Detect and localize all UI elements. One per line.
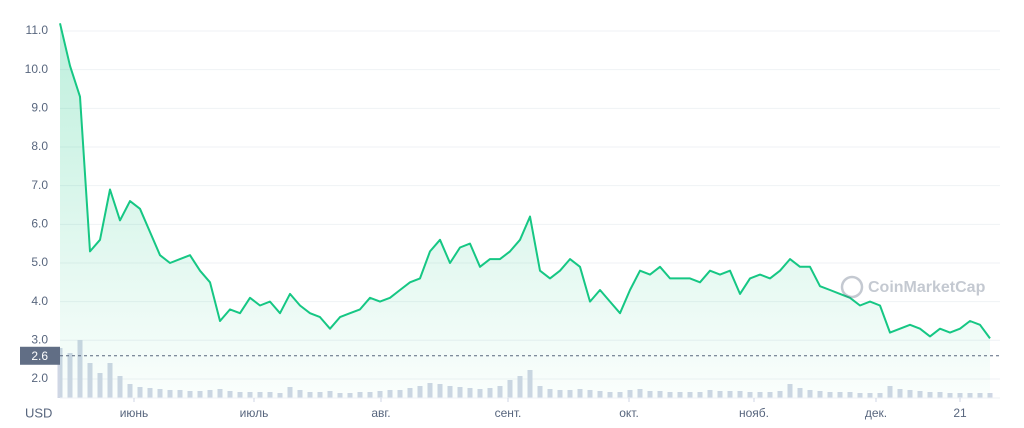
y-tick-label: 5.0 — [31, 255, 48, 269]
y-tick-label: 6.0 — [31, 216, 48, 230]
y-tick-label: 9.0 — [31, 100, 48, 114]
y-tick-label: 2.0 — [31, 371, 48, 385]
y-tick-label: 7.0 — [31, 178, 48, 192]
price-line — [59, 23, 991, 339]
x-tick-label: июль — [240, 406, 269, 420]
axes: 2.0 3.0 4.0 5.0 6.0 7.0 8.0 9.0 10.0 11.0 июнь июль… — [25, 23, 1000, 420]
y-tick-label: 8.0 — [31, 139, 48, 153]
watermark: CoinMarketCap — [840, 275, 986, 299]
x-tick-label: дек. — [865, 406, 887, 420]
watermark-logo — [840, 275, 864, 299]
x-tick-label: авг. — [371, 406, 390, 420]
y-tick-label: 11.0 — [26, 23, 49, 37]
price-marker-badge — [20, 346, 60, 365]
price-marker-label: 2.6 — [31, 349, 48, 363]
unit-label: USD — [25, 405, 52, 420]
y-tick-label: 10.0 — [25, 62, 49, 76]
y-tick-label: 4.0 — [31, 294, 48, 308]
x-tick-label: сент. — [495, 406, 522, 420]
watermark-text: CoinMarketCap — [868, 279, 986, 296]
plot: 2.6 — [20, 23, 1000, 399]
x-tick-label: окт. — [619, 406, 639, 420]
x-tick-label: июнь — [120, 406, 149, 420]
x-tick-label: 21 — [953, 406, 967, 420]
price-area — [60, 23, 990, 399]
y-tick-label: 3.0 — [31, 332, 48, 346]
x-tick-label: нояб. — [739, 406, 769, 420]
